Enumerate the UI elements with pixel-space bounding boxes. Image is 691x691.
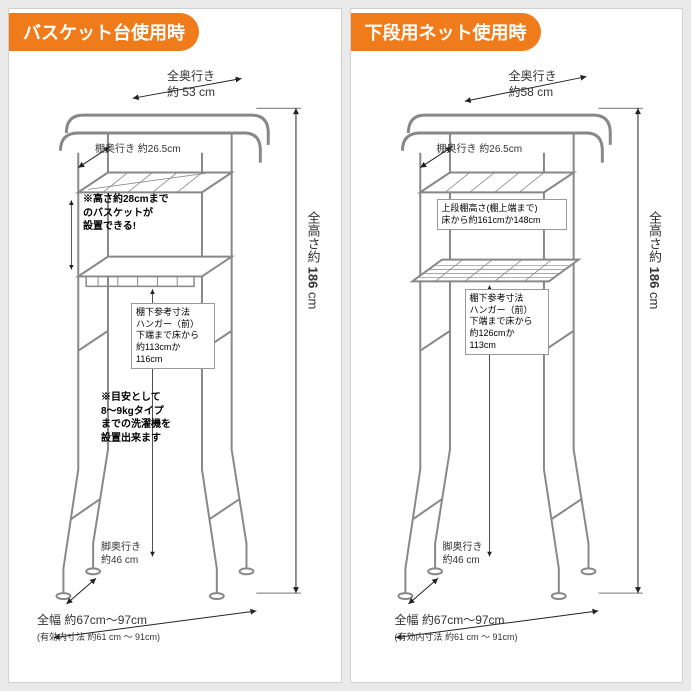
panel-basket-header: バスケット台使用時 — [9, 13, 199, 51]
panel-net: 下段用ネット使用時 — [350, 8, 684, 683]
panel-basket: バスケット台使用時 — [8, 8, 342, 683]
label-width-l: 全幅 約67cm～97cm (有効内寸法 約61 cm ～ 91cm) — [37, 613, 160, 644]
label-total-height-l: 全高さ約 186 cm — [303, 211, 323, 309]
diagram-net: 全奥行き 約58 cm 棚奥行き 約26.5cm 全高さ約 186 cm 上段棚… — [351, 51, 683, 680]
label-total-depth-l: 全奥行き 約 53 cm — [167, 69, 215, 100]
label-shelf-depth-l: 棚奥行き 約26.5cm — [95, 143, 181, 156]
note-basket-clearance: ※高さ約28cmまで のバスケットが 設置できる! — [83, 193, 169, 234]
label-total-depth-r: 全奥行き 約58 cm — [509, 69, 557, 100]
label-total-height-r: 全高さ約 186 cm — [645, 211, 665, 309]
note-hanger-ref-l: 棚下参考寸法 ハンガー（前） 下端まで床から 約113cmか 116cm — [131, 303, 215, 369]
note-hanger-ref-r: 棚下参考寸法 ハンガー（前） 下端まで床から 約126cmか 113cm — [465, 289, 549, 355]
diagram-basket: 全奥行き 約 53 cm 棚奥行き 約26.5cm 全高さ約 186 cm ※高… — [9, 51, 341, 680]
label-foot-depth-l: 脚奥行き 約46 cm — [101, 541, 141, 567]
label-width-r: 全幅 約67cm～97cm (有効内寸法 約61 cm ～ 91cm) — [395, 613, 518, 644]
note-upper-shelf-r: 上段棚高さ(棚上端まで) 床から約161cmか148cm — [437, 199, 567, 230]
note-washer: ※目安として 8～9kgタイプ までの洗濯機を 設置出来ます — [101, 391, 171, 445]
label-foot-depth-r: 脚奥行き 約46 cm — [443, 541, 483, 567]
label-shelf-depth-r: 棚奥行き 約26.5cm — [437, 143, 523, 156]
panel-net-header: 下段用ネット使用時 — [351, 13, 541, 51]
